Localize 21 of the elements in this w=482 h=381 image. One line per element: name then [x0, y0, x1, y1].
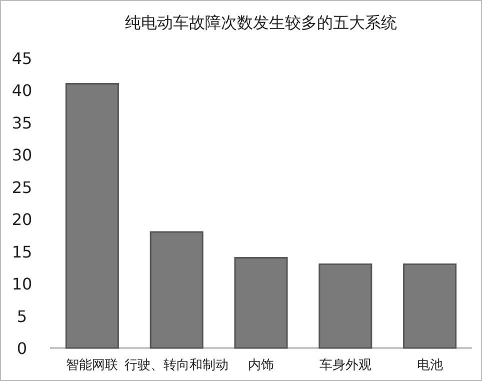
- bar: [234, 257, 288, 349]
- y-tick-label: 45: [12, 49, 32, 68]
- chart-title: 纯电动车故障次数发生较多的五大系统: [125, 13, 397, 32]
- y-tick-label: 40: [12, 81, 32, 100]
- bar: [150, 231, 204, 349]
- y-tick-label: 15: [12, 242, 32, 262]
- x-tick-label: 车身外观: [319, 358, 372, 373]
- y-tick-label: 30: [12, 146, 32, 165]
- y-tick-label: 25: [12, 178, 32, 197]
- y-tick-label: 20: [12, 210, 32, 230]
- y-tick-label: 0: [16, 339, 28, 358]
- x-tick-label: 行驶、转向和制动: [124, 358, 229, 373]
- bar: [318, 263, 372, 349]
- bar: [65, 83, 119, 349]
- y-tick-label: 5: [16, 306, 28, 326]
- x-tick-label: 智能网联: [66, 358, 118, 373]
- y-tick-label: 10: [12, 274, 32, 294]
- x-tick-label: 电池: [416, 358, 443, 373]
- bar: [403, 263, 457, 349]
- y-tick-label: 35: [12, 113, 32, 132]
- x-tick-label: 内饰: [248, 358, 274, 373]
